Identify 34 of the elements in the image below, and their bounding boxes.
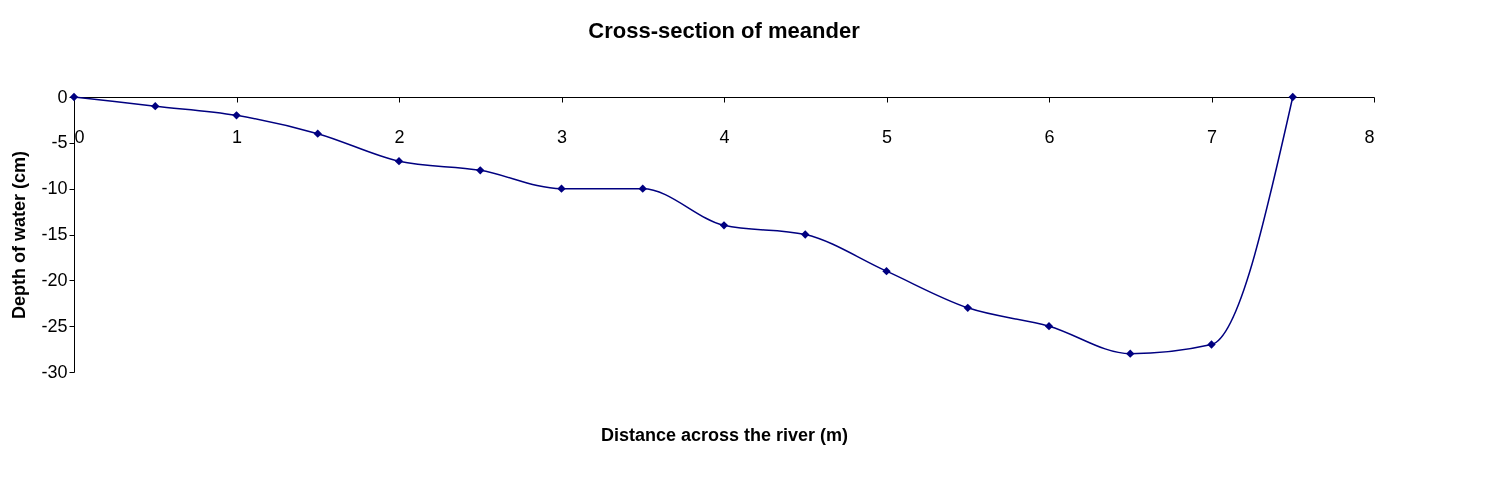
x-tick-label: 2	[394, 126, 405, 147]
point	[963, 303, 972, 313]
y-tick-label: -20	[41, 269, 68, 290]
x-tick-label: 6	[1044, 126, 1055, 147]
point	[882, 266, 891, 276]
point	[1288, 92, 1297, 102]
y-tick-label: -25	[41, 315, 68, 336]
point	[313, 129, 322, 138]
y-tick-label: -10	[41, 178, 68, 199]
point	[1207, 340, 1216, 349]
point	[801, 230, 810, 239]
point	[476, 166, 485, 175]
chart-title: Cross-section of meander	[588, 18, 861, 43]
x-tick-label: 8	[1364, 126, 1375, 147]
x-axis-title: Distance across the river (m)	[600, 424, 849, 445]
point	[638, 184, 647, 193]
y-tick-label: -15	[41, 224, 68, 244]
x-tick-label: 0	[74, 126, 85, 147]
point	[394, 156, 404, 166]
point	[151, 101, 160, 111]
x-tick-label: 1	[231, 126, 243, 147]
x-tick-label: 4	[719, 126, 730, 147]
point	[232, 111, 241, 120]
point	[557, 184, 566, 193]
x-tick-label: 5	[881, 126, 893, 147]
y-tick-label: -30	[41, 361, 68, 382]
point	[719, 221, 729, 230]
y-tick-label: 0	[57, 86, 68, 107]
y-tick-label: -5	[51, 132, 68, 153]
x-tick-label: 3	[556, 126, 568, 147]
x-tick-label: 7	[1206, 126, 1218, 147]
point	[1126, 349, 1135, 358]
y-axis-title: Depth of water (cm)	[9, 150, 30, 320]
point	[1044, 321, 1054, 331]
